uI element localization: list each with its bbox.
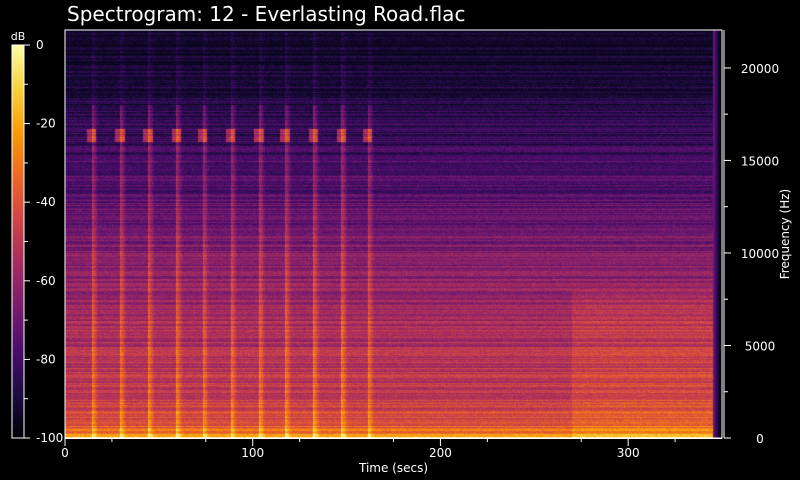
colorbar-label: dB: [11, 30, 26, 43]
chart-title: Spectrogram: 12 - Everlasting Road.flac: [67, 2, 466, 26]
colorbar: dB 0 -20 -40 -60 -80 -100: [11, 30, 64, 445]
x-axis-label: Time (secs): [358, 461, 428, 475]
spectrogram-image: [65, 30, 722, 438]
x-tick-label: 300: [617, 446, 640, 460]
x-axis: 0 100 200 300 Time (secs): [61, 438, 722, 475]
x-tick-label: 0: [61, 446, 69, 460]
colorbar-gradient: [11, 44, 25, 439]
colorbar-tick-label: -60: [36, 274, 56, 288]
x-tick-label: 200: [429, 446, 452, 460]
y-tick-label: 10000: [741, 247, 779, 261]
y-axis-label: Frequency (Hz): [778, 189, 792, 280]
y-tick-label: 15000: [741, 154, 779, 168]
colorbar-tick-label: 0: [36, 38, 44, 52]
colorbar-tick-label: -20: [36, 117, 56, 131]
colorbar-tick-label: -100: [36, 431, 63, 445]
y-axis: 0 5000 10000 15000 20000 Frequency (Hz): [723, 30, 792, 446]
colorbar-tick-label: -40: [36, 195, 56, 209]
colorbar-tick-label: -80: [36, 352, 56, 366]
y-tick-label: 20000: [741, 62, 779, 76]
y-tick-label: 0: [756, 432, 764, 446]
y-tick-label: 5000: [745, 339, 776, 353]
x-tick-label: 100: [241, 446, 264, 460]
